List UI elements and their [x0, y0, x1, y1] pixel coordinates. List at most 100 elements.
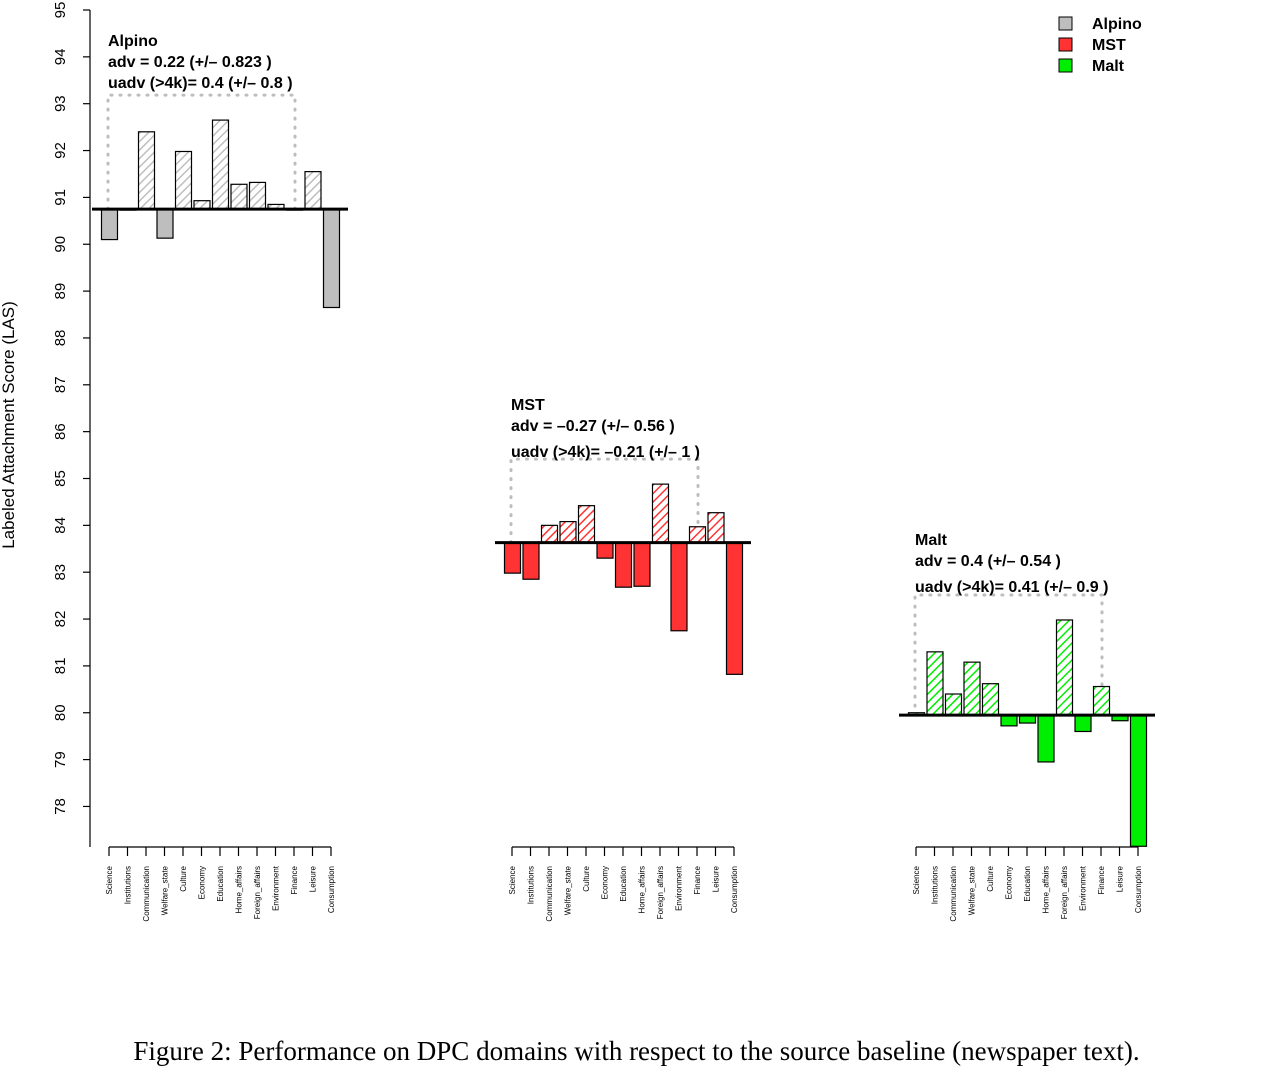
- x-tick-label: Economy: [601, 866, 610, 899]
- panel-mst: Science Institutions Communication Welfare_…: [495, 397, 751, 922]
- bar-mst-environment: [670, 542, 688, 632]
- x-tick-label: Science: [508, 865, 517, 894]
- legend: Alpino MST Malt: [1058, 16, 1142, 75]
- bar-alpino-consumption: [322, 208, 341, 309]
- bar-mst-science: [503, 542, 522, 574]
- y-tick-label: 94: [52, 49, 69, 66]
- x-tick-label: Finance: [1097, 865, 1106, 894]
- bar-alpino-foreign_affairs: [248, 181, 267, 210]
- y-tick-label: 93: [52, 95, 69, 112]
- y-tick-label: 81: [52, 658, 69, 675]
- bar-malt-culture: [981, 683, 1000, 716]
- x-tick-label: Culture: [582, 865, 591, 891]
- annotation-title: Alpino: [108, 33, 158, 50]
- y-tick-label: 90: [52, 236, 69, 253]
- legend-label-malt: Malt: [1092, 58, 1125, 75]
- y-axis-label: Labeled Attachment Score (LAS): [0, 301, 18, 549]
- y-tick-label: 85: [52, 470, 69, 487]
- x-tick-label: Home_affairs: [638, 866, 647, 913]
- annotation-stat: uadv (>4k)= 0.41 (+/– 0.9 ): [915, 579, 1108, 596]
- x-tick-label: Environment: [675, 865, 684, 911]
- y-tick-label: 89: [52, 283, 69, 300]
- y-tick-label: 91: [52, 189, 69, 206]
- x-tick-label: Finance: [693, 865, 702, 894]
- bar-mst-foreign_affairs: [651, 483, 670, 544]
- bar-mst-economy: [596, 542, 614, 559]
- x-tick-label: Foreign_affairs: [253, 866, 262, 919]
- x-tick-label: Home_affairs: [1042, 866, 1051, 913]
- bar-mst-culture: [577, 505, 596, 544]
- bar-alpino-home_affairs: [230, 183, 248, 210]
- x-tick-label: Consumption: [327, 866, 336, 913]
- bar-alpino-leisure: [304, 171, 322, 210]
- legend-label-mst: MST: [1092, 37, 1126, 54]
- annotation-stat: adv = 0.4 (+/– 0.54 ): [915, 553, 1061, 570]
- annotation-stat: adv = –0.27 (+/– 0.56 ): [511, 418, 675, 435]
- legend-swatch-alpino: [1058, 16, 1073, 31]
- bar-alpino-culture: [174, 150, 193, 210]
- bar-malt-foreign_affairs: [1055, 619, 1074, 716]
- bar-malt-finance: [1092, 685, 1111, 716]
- panel-alpino: Science Institutions Communication Welfare_…: [92, 33, 348, 922]
- y-tick-label: 79: [52, 751, 69, 768]
- annotation-stat: uadv (>4k)= –0.21 (+/– 1 ): [511, 444, 700, 461]
- x-tick-label: Consumption: [1134, 866, 1143, 913]
- x-tick-label: Culture: [986, 865, 995, 891]
- bar-mst-education: [614, 542, 633, 588]
- y-tick-label: 80: [52, 704, 69, 721]
- y-tick-label: 95: [52, 2, 69, 19]
- y-tick-label: 83: [52, 564, 69, 581]
- x-tick-label: Institutions: [931, 866, 940, 904]
- x-tick-label: Welfare_state: [968, 865, 977, 915]
- bar-mst-communication: [540, 524, 559, 544]
- legend-swatch-mst: [1058, 37, 1073, 52]
- x-tick-label: Environment: [1079, 865, 1088, 911]
- annotation-title: MST: [511, 397, 545, 414]
- bar-alpino-science: [100, 208, 119, 241]
- x-tick-label: Education: [619, 866, 628, 902]
- x-tick-label: Communication: [545, 866, 554, 922]
- bar-malt-environment: [1074, 714, 1092, 733]
- figure-caption: Figure 2: Performance on DPC domains wit…: [133, 1036, 1140, 1066]
- x-tick-label: Welfare_state: [564, 865, 573, 915]
- bracket: [106, 93, 297, 211]
- bar-mst-welfare_state: [559, 521, 577, 544]
- bar-mst-institutions: [522, 542, 540, 580]
- bar-malt-home_affairs: [1037, 714, 1055, 763]
- bar-alpino-communication: [137, 131, 156, 210]
- x-tick-label: Communication: [142, 866, 151, 922]
- bar-mst-consumption: [725, 542, 744, 675]
- y-tick-label: 87: [52, 376, 69, 393]
- las-bar-chart: 78 79 80 81 82 83 84 85 86 87 88 89 90 91 92 93 94 95 Lab…: [0, 2, 1155, 922]
- bar-mst-finance: [688, 526, 707, 544]
- bar-malt-consumption: [1129, 714, 1148, 847]
- annotation-stat: uadv (>4k)= 0.4 (+/– 0.8 ): [108, 75, 293, 92]
- x-tick-label: Communication: [949, 866, 958, 922]
- x-tick-label: Economy: [1005, 866, 1014, 899]
- annotation-stat: adv = 0.22 (+/– 0.823 ): [108, 54, 272, 71]
- x-tick-label: Culture: [179, 865, 188, 891]
- x-tick-label: Institutions: [527, 866, 536, 904]
- x-tick-label: Leisure: [309, 865, 318, 892]
- bar-malt-economy: [1000, 714, 1018, 727]
- x-tick-label: Home_affairs: [235, 866, 244, 913]
- y-tick-label: 84: [52, 517, 69, 534]
- bar-malt-welfare_state: [963, 661, 981, 716]
- panel-malt: Science Institutions Communication Welfare_…: [899, 532, 1155, 922]
- x-tick-label: Education: [216, 866, 225, 902]
- bar-alpino-welfare_state: [156, 208, 174, 239]
- bar-alpino-education: [211, 119, 230, 210]
- x-tick-label: Science: [105, 865, 114, 894]
- x-tick-label: Consumption: [730, 866, 739, 913]
- x-tick-label: Science: [912, 865, 921, 894]
- x-tick-label: Foreign_affairs: [1060, 866, 1069, 919]
- x-tick-label: Economy: [198, 866, 207, 899]
- bar-mst-home_affairs: [633, 542, 651, 587]
- x-tick-label: Leisure: [712, 865, 721, 892]
- y-tick-label: 78: [52, 798, 69, 815]
- x-tick-label: Education: [1023, 866, 1032, 902]
- bar-malt-communication: [944, 693, 963, 716]
- x-tick-label: Leisure: [1116, 865, 1125, 892]
- y-tick-label: 88: [52, 330, 69, 347]
- bracket: [509, 457, 700, 545]
